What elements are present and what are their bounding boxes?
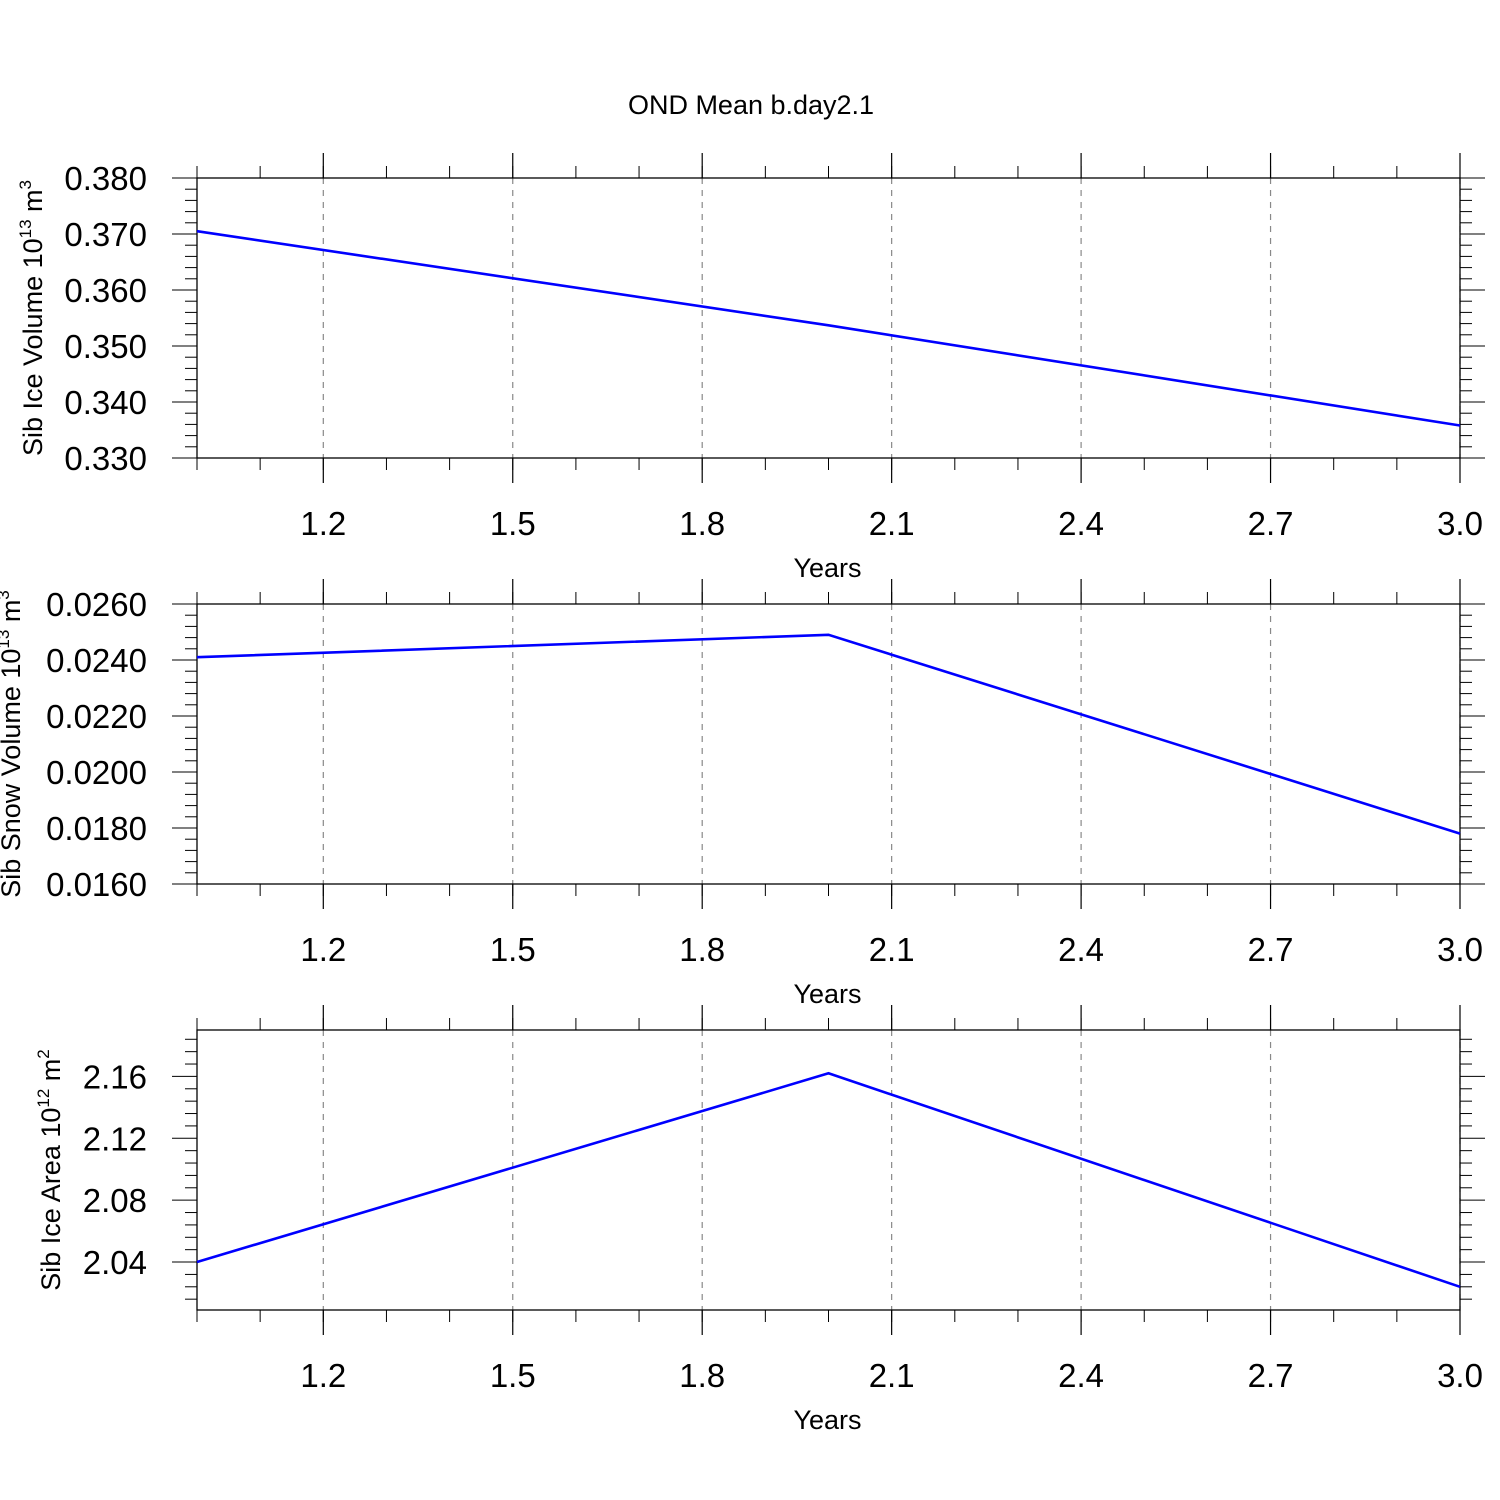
series-line (196, 229, 1461, 427)
y-tick-label: 0.0160 (46, 866, 147, 903)
y-tick-label: 0.0260 (46, 586, 147, 623)
y-tick-label: 0.0220 (46, 698, 147, 735)
x-tick-label: 1.5 (490, 1357, 536, 1394)
chart-title: OND Mean b.day2.1 (628, 90, 874, 120)
y-tick-label: 0.0200 (46, 754, 147, 791)
x-tick-label: 1.5 (490, 931, 536, 968)
y-axis-label: Sib Snow Volume 1013 m3 (0, 590, 26, 898)
x-tick-label: 3.0 (1437, 1357, 1483, 1394)
y-tick-label: 2.04 (83, 1244, 147, 1281)
x-tick-label: 1.2 (300, 1357, 346, 1394)
y-tick-label: 2.08 (83, 1182, 147, 1219)
y-tick-label: 2.16 (83, 1058, 147, 1095)
x-tick-label: 1.2 (300, 505, 346, 542)
x-tick-label: 1.8 (679, 931, 725, 968)
panel-2: 1.2 1.5 1.8 2.1 2.4 2.7 3.0 0.0160 0.0180 0.0200 0… (0, 579, 1485, 1009)
y-axis-label: Sib Ice Volume 1013 m3 (16, 180, 48, 456)
x-tick-label: 3.0 (1437, 505, 1483, 542)
y-tick-label: 0.350 (64, 328, 147, 365)
y-axis-label: Sib Ice Area 1012 m2 (34, 1049, 66, 1291)
y-tick-label: 2.12 (83, 1120, 147, 1157)
x-tick-label: 1.8 (679, 505, 725, 542)
x-tick-label: 1.2 (300, 931, 346, 968)
y-tick-label: 0.380 (64, 160, 147, 197)
y-tick-label: 0.0240 (46, 642, 147, 679)
x-tick-label: 2.4 (1058, 931, 1104, 968)
panel-1: 1.2 1.5 1.8 2.1 2.4 2.7 3.0 0.330 0.340 0.350 0.36… (16, 153, 1485, 583)
x-tick-label: 2.4 (1058, 1357, 1104, 1394)
plot-frame (196, 1029, 1461, 1311)
y-tick-label: 0.360 (64, 272, 147, 309)
plot-frame (196, 177, 1461, 459)
x-tick-label: 1.8 (679, 1357, 725, 1394)
panel-3: 1.2 1.5 1.8 2.1 2.4 2.7 3.0 2.04 2.08 2.12 2.16 Yea… (34, 1005, 1485, 1435)
y-tick-label: 0.370 (64, 216, 147, 253)
plot-frame (196, 603, 1461, 885)
x-tick-label: 2.1 (869, 931, 915, 968)
panels: 1.2 1.5 1.8 2.1 2.4 2.7 3.0 0.330 0.340 0.350 0.36… (0, 153, 1485, 1435)
x-axis-label: Years (793, 553, 861, 583)
series-line (196, 1071, 1461, 1289)
y-tick-label: 0.0180 (46, 810, 147, 847)
y-tick-label: 0.340 (64, 384, 147, 421)
x-tick-label: 2.7 (1248, 1357, 1294, 1394)
x-tick-label: 2.7 (1248, 505, 1294, 542)
series-line (196, 633, 1461, 835)
x-tick-label: 2.4 (1058, 505, 1104, 542)
x-tick-label: 2.1 (869, 1357, 915, 1394)
y-tick-label: 0.330 (64, 440, 147, 477)
x-tick-label: 2.7 (1248, 931, 1294, 968)
x-tick-label: 2.1 (869, 505, 915, 542)
x-tick-label: 1.5 (490, 505, 536, 542)
x-tick-label: 3.0 (1437, 931, 1483, 968)
x-axis-label: Years (793, 979, 861, 1009)
x-axis-label: Years (793, 1405, 861, 1435)
